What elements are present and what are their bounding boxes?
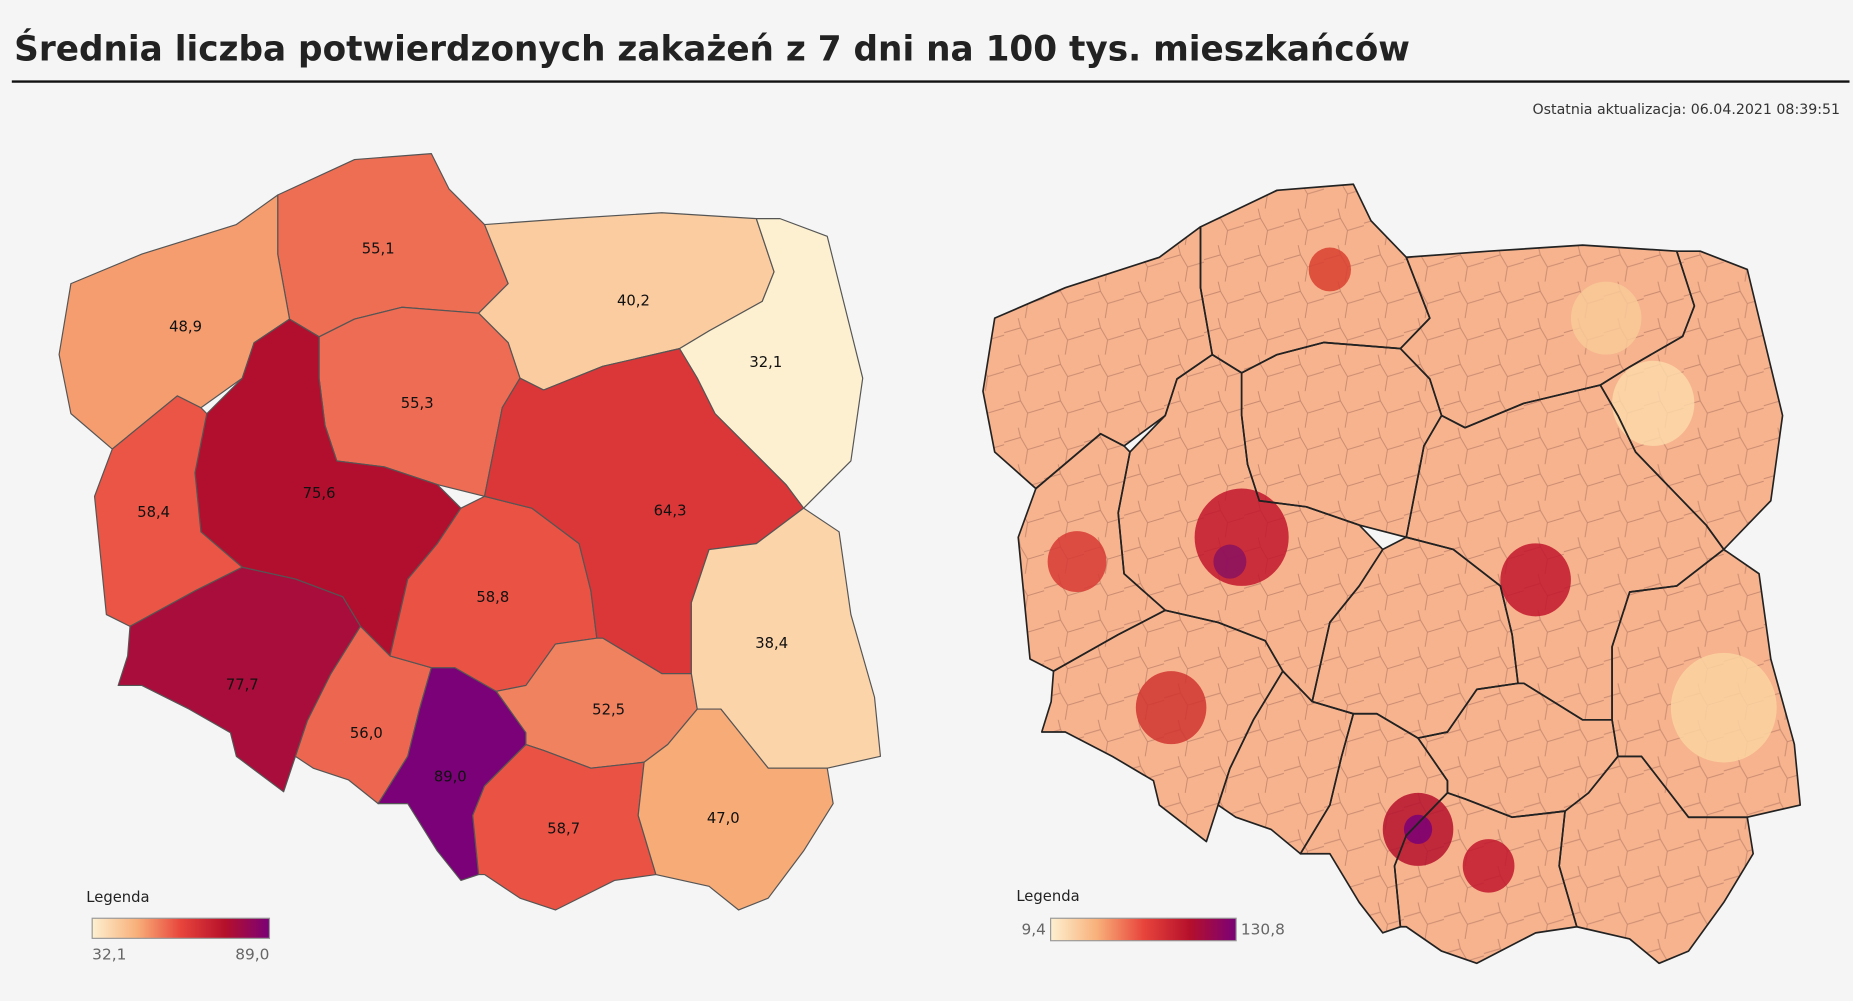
- region-outline: [1241, 342, 1442, 538]
- legend-scale: [1050, 917, 1237, 942]
- legend-title: Legenda: [86, 889, 149, 906]
- legend: Legenda 9,4 130,8: [1016, 888, 1285, 942]
- value-label: 64,3: [654, 503, 687, 520]
- region-outline: [982, 226, 1213, 489]
- page-title: Średnia liczba potwierdzonych zakażeń z …: [14, 28, 1410, 69]
- value-label: 56,0: [350, 725, 383, 742]
- legend-max: 89,0: [235, 945, 269, 963]
- value-label: 58,8: [476, 589, 509, 606]
- district-cluster: [1403, 814, 1433, 844]
- district-map: [982, 183, 1802, 965]
- region-outline: [1559, 756, 1754, 964]
- district-cluster: [1135, 671, 1207, 745]
- update-note: Ostatnia aktualizacja: 06.04.2021 08:39:…: [1533, 102, 1841, 118]
- region: [690, 507, 882, 769]
- value-label: 32,1: [749, 354, 782, 371]
- district-cluster: [1047, 531, 1107, 593]
- region: [472, 743, 657, 911]
- legend-min: 32,1: [92, 945, 126, 963]
- region: [637, 708, 834, 911]
- canvas: Średnia liczba potwierdzonych zakażeń z …: [11, 28, 1850, 965]
- district-cluster: [1570, 281, 1642, 355]
- legend-max: 130,8: [1241, 921, 1285, 939]
- district-cluster: [1670, 652, 1777, 763]
- region-outline: [1300, 713, 1448, 933]
- value-label: 52,5: [592, 701, 625, 718]
- district-cluster: [1213, 544, 1247, 579]
- value-label: 55,3: [401, 395, 434, 412]
- region-border: [1558, 755, 1754, 965]
- value-label: 40,2: [617, 292, 650, 309]
- region-outline: [1218, 671, 1354, 854]
- district-cluster: [1612, 360, 1695, 446]
- region-border: [1611, 548, 1802, 819]
- region-outline: [1312, 537, 1518, 739]
- value-label: 55,1: [362, 240, 395, 257]
- legend-title: Legenda: [1016, 888, 1079, 905]
- legend-min: 9,4: [1021, 921, 1045, 939]
- value-label: 38,4: [755, 635, 788, 652]
- value-label: 47,0: [707, 810, 740, 827]
- value-label: 58,4: [137, 504, 170, 521]
- value-label: 77,7: [226, 676, 259, 693]
- value-label: 75,6: [303, 485, 336, 502]
- region-outline: [1406, 385, 1724, 720]
- value-label: 89,0: [434, 769, 467, 786]
- district-cluster: [1308, 247, 1352, 292]
- region-outline: [1418, 683, 1618, 818]
- district-cluster: [1500, 543, 1571, 617]
- legend-scale: [91, 917, 271, 939]
- value-label: 48,9: [169, 318, 202, 335]
- voivodeship-map: 55,1 48,9 40,2 32,1 55,3 75,6 58,4 77,7 56,0 89,0…: [58, 153, 882, 911]
- value-label: 58,7: [547, 821, 580, 838]
- district-cluster: [1462, 839, 1515, 893]
- region-border: [1393, 792, 1578, 965]
- legend: Legenda 32,1 89,0: [86, 889, 271, 963]
